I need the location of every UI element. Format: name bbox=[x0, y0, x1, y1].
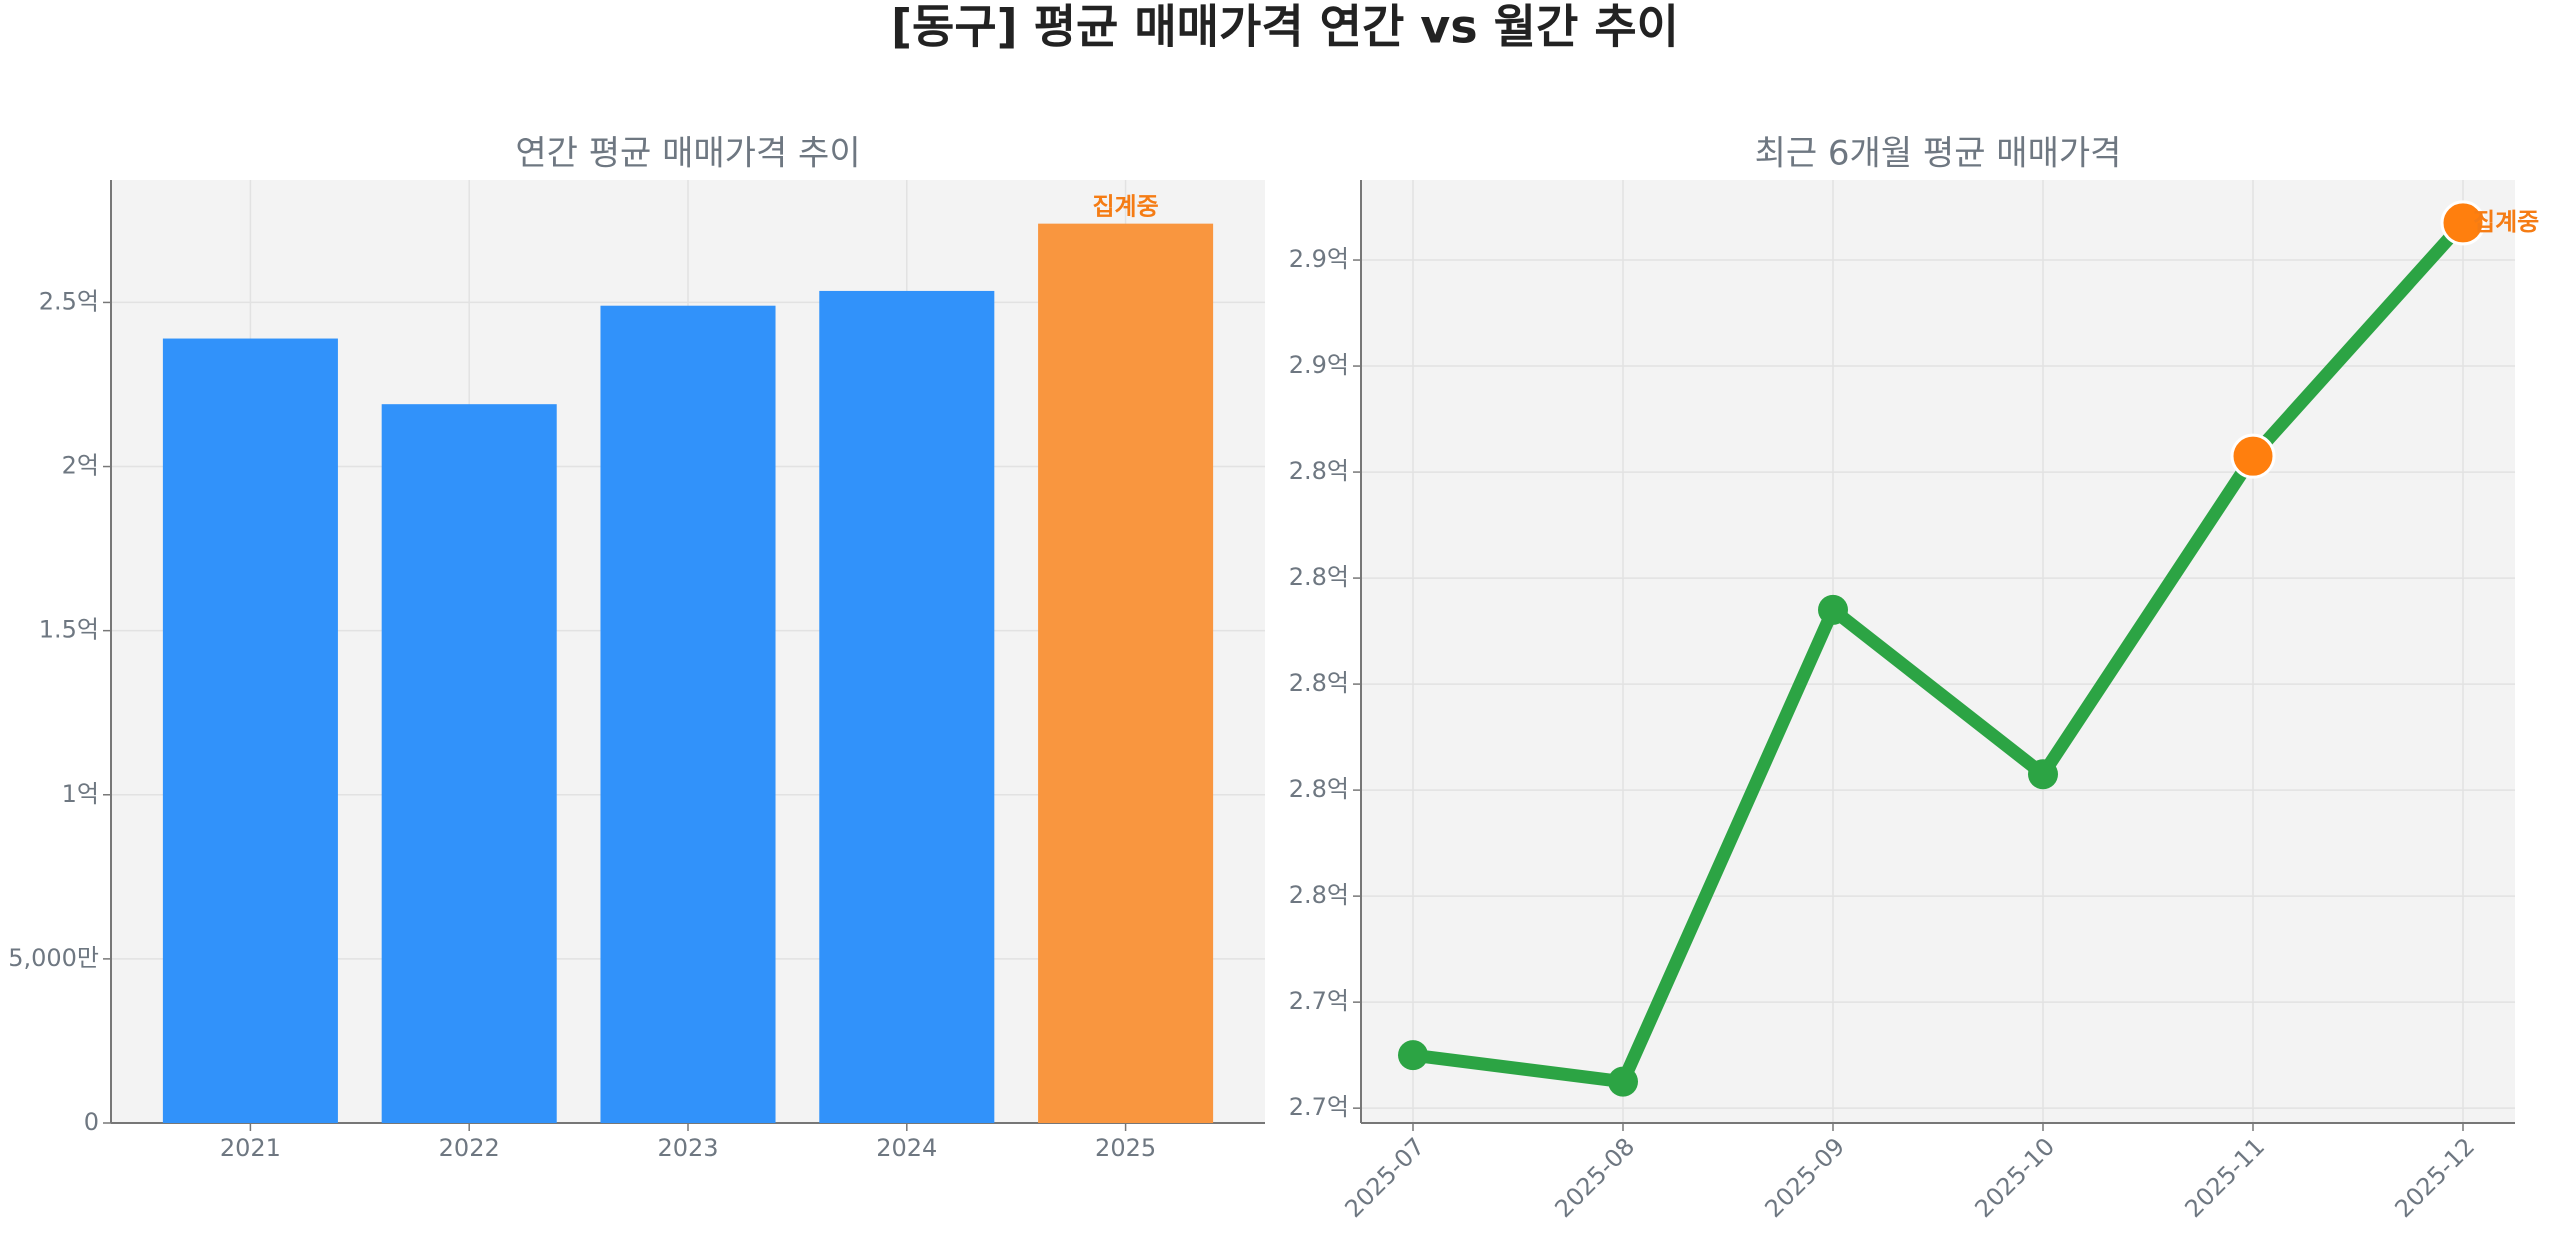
x-tick-label: 2025-09 bbox=[1759, 1132, 1850, 1223]
annotation: 집계중 bbox=[2473, 208, 2539, 236]
x-tick-label: 2025-07 bbox=[1339, 1132, 1430, 1223]
marker bbox=[2230, 433, 2276, 479]
marker bbox=[1398, 1040, 1428, 1071]
x-tick-label: 2025 bbox=[1095, 1134, 1156, 1162]
x-tick-label: 2025-11 bbox=[2179, 1132, 2270, 1223]
y-tick-label: 5,000만 bbox=[8, 944, 99, 972]
subplot-title: 연간 평균 매매가격 추이 bbox=[515, 134, 860, 174]
y-tick-label: 1.5억 bbox=[39, 616, 99, 644]
y-tick-label: 2억 bbox=[62, 452, 99, 480]
bar bbox=[162, 338, 338, 1123]
x-tick-label: 2025-08 bbox=[1549, 1132, 1640, 1223]
marker bbox=[2028, 759, 2058, 790]
marker bbox=[1608, 1066, 1638, 1097]
y-tick-label: 2.7억 bbox=[1289, 1093, 1349, 1121]
bar bbox=[1038, 223, 1214, 1124]
y-tick-label: 2.5억 bbox=[39, 287, 99, 315]
x-tick-label: 2024 bbox=[876, 1134, 937, 1162]
bar bbox=[381, 404, 557, 1124]
x-tick-label: 2025-10 bbox=[1969, 1132, 2060, 1223]
plot-area bbox=[1361, 180, 2515, 1123]
subplot-title: 최근 6개월 평균 매매가격 bbox=[1755, 134, 2122, 174]
y-tick-label: 2.8억 bbox=[1289, 669, 1349, 697]
y-tick-label: 2.9억 bbox=[1289, 351, 1349, 379]
y-tick-label: 0 bbox=[84, 1108, 99, 1136]
annotation: 집계중 bbox=[1092, 193, 1158, 221]
line bbox=[1412, 218, 2468, 1089]
y-tick-label: 2.7억 bbox=[1289, 987, 1349, 1015]
x-tick-label: 2025-12 bbox=[2389, 1132, 2480, 1223]
y-tick-label: 2.8억 bbox=[1289, 881, 1349, 909]
y-tick-label: 2.8억 bbox=[1289, 457, 1349, 485]
y-tick-label: 2.8억 bbox=[1289, 563, 1349, 591]
bar bbox=[600, 305, 776, 1124]
figure-title: [동구] 평균 매매가격 연간 vs 월간 추이 bbox=[891, 0, 1679, 54]
x-tick-label: 2023 bbox=[657, 1134, 718, 1162]
y-tick-label: 2.9억 bbox=[1289, 245, 1349, 273]
y-tick-label: 1억 bbox=[62, 780, 99, 808]
x-tick-label: 2022 bbox=[439, 1134, 500, 1162]
y-tick-label: 2.8억 bbox=[1289, 775, 1349, 803]
bar bbox=[819, 290, 995, 1123]
x-tick-label: 2021 bbox=[220, 1134, 281, 1162]
marker bbox=[2440, 200, 2486, 246]
marker bbox=[1818, 594, 1848, 625]
